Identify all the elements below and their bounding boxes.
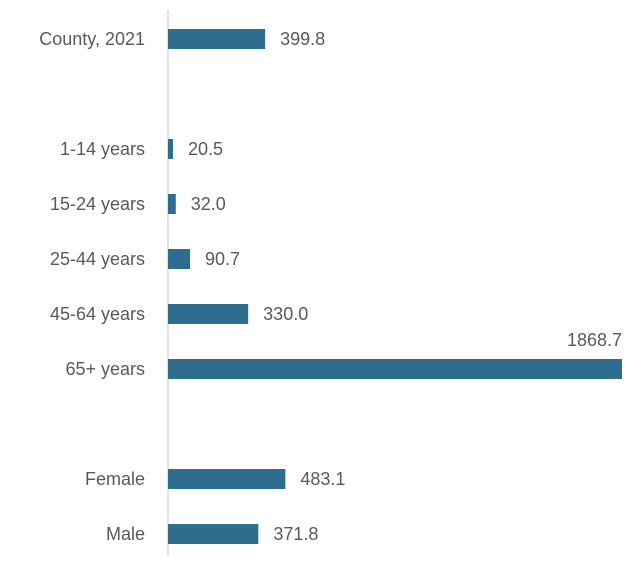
category-label: 15-24 years	[50, 194, 145, 214]
bar	[168, 139, 173, 159]
category-label: 65+ years	[65, 359, 145, 379]
value-label: 399.8	[280, 29, 325, 49]
value-label: 371.8	[273, 524, 318, 544]
category-label: 1-14 years	[60, 139, 145, 159]
category-label: Female	[85, 469, 145, 489]
value-label: 20.5	[188, 139, 223, 159]
bar	[168, 524, 259, 544]
value-label: 330.0	[263, 304, 308, 324]
category-label: Male	[106, 524, 145, 544]
category-label: County, 2021	[39, 29, 145, 49]
bar	[168, 29, 266, 49]
bar	[168, 194, 176, 214]
category-label: 45-64 years	[50, 304, 145, 324]
category-label: 25-44 years	[50, 249, 145, 269]
value-label: 90.7	[205, 249, 240, 269]
value-label: 32.0	[191, 194, 226, 214]
value-label: 1868.7	[567, 330, 622, 350]
bar	[168, 359, 622, 379]
bar	[168, 469, 286, 489]
value-label: 483.1	[300, 469, 345, 489]
bar	[168, 249, 191, 269]
bar	[168, 304, 249, 324]
